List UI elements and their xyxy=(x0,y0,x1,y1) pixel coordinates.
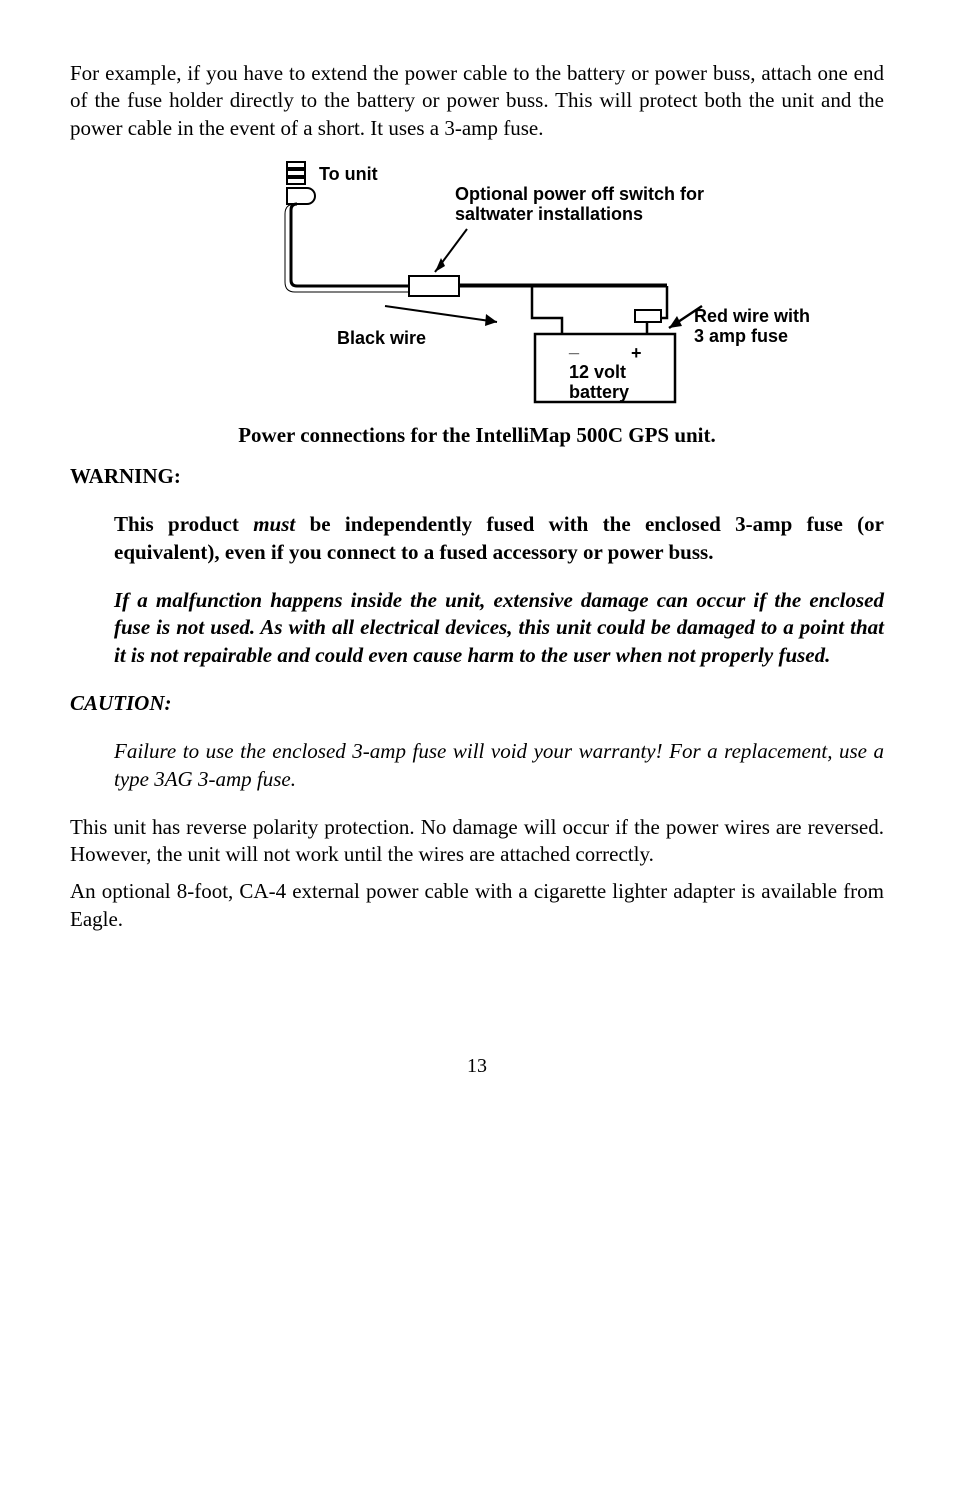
label-to-unit: To unit xyxy=(319,164,378,184)
label-batt-1: 12 volt xyxy=(569,362,626,382)
page-number: 13 xyxy=(70,1053,884,1079)
label-batt-2: battery xyxy=(569,382,629,402)
label-switch-1: Optional power off switch for xyxy=(455,184,704,204)
label-red-1: Red wire with xyxy=(694,306,810,326)
caution-heading: CAUTION: xyxy=(70,690,884,717)
intro-paragraph: For example, if you have to extend the p… xyxy=(70,60,884,142)
figure-caption: Power connections for the IntelliMap 500… xyxy=(70,422,884,449)
label-red-2: 3 amp fuse xyxy=(694,326,788,346)
body-paragraph-3: An optional 8-foot, CA-4 external power … xyxy=(70,878,884,933)
warning-p1-a: This product xyxy=(114,512,253,536)
body-paragraph-2: This unit has reverse polarity protectio… xyxy=(70,814,884,869)
warning-p1-b: must xyxy=(253,512,295,536)
label-plus: + xyxy=(631,343,642,363)
wiring-diagram: To unit Optional power off switch for sa… xyxy=(137,154,817,414)
label-minus: _ xyxy=(568,336,580,356)
warning-paragraph-2: If a malfunction happens inside the unit… xyxy=(114,587,884,669)
caution-body: Failure to use the enclosed 3-amp fuse w… xyxy=(114,738,884,793)
label-switch-2: saltwater installations xyxy=(455,204,643,224)
warning-heading: WARNING: xyxy=(70,463,884,490)
warning-paragraph-1: This product must be independently fused… xyxy=(114,511,884,566)
label-black-wire: Black wire xyxy=(337,328,426,348)
